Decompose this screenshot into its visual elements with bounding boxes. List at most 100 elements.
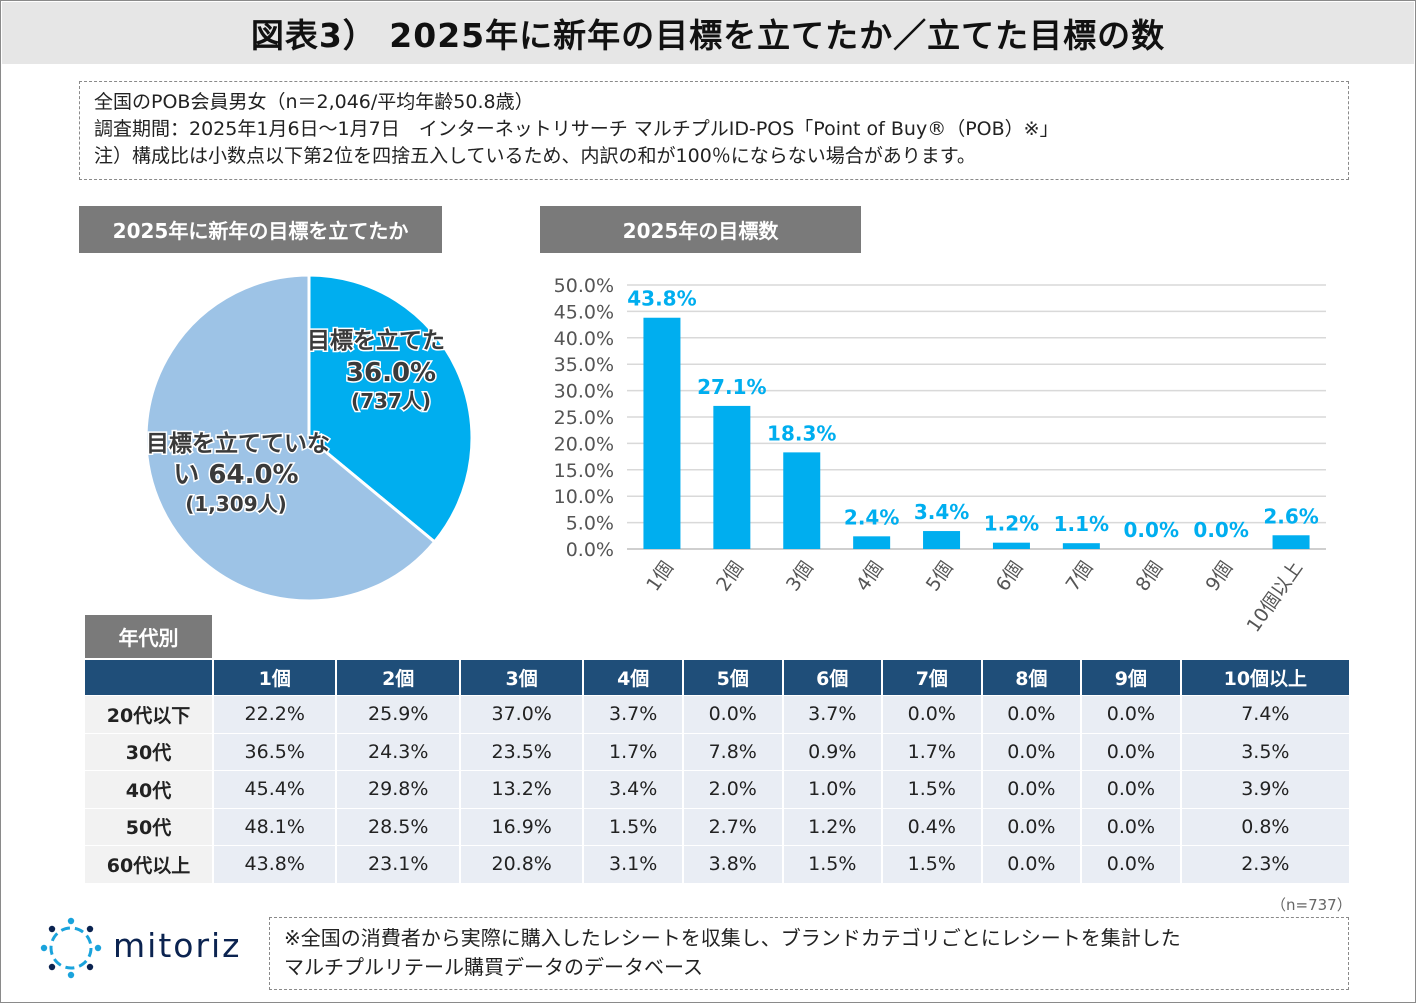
table-cell: 24.3%: [335, 732, 459, 770]
table-cell: 3.9%: [1179, 770, 1349, 808]
bar-value-label: 0.0%: [1193, 518, 1248, 542]
table-cell: 0.0%: [1080, 807, 1180, 845]
y-tick-label: 40.0%: [554, 328, 614, 350]
table-cell: 43.8%: [212, 845, 336, 883]
table-cell: 7.8%: [681, 732, 782, 770]
bar: [713, 405, 751, 549]
x-category-label: 6個: [992, 557, 1028, 595]
x-category-label: 3個: [782, 557, 818, 595]
y-tick-label: 0.0%: [566, 539, 614, 561]
bar: [643, 317, 681, 549]
table-cell: 22.2%: [212, 695, 336, 733]
bar-value-label: 2.4%: [844, 505, 899, 529]
table-cell: 2.7%: [681, 807, 782, 845]
table-cell: 0.0%: [980, 732, 1081, 770]
bar-value-label: 1.1%: [1054, 512, 1109, 536]
table-cell: 3.4%: [582, 770, 682, 808]
table-cell: 25.9%: [335, 695, 459, 733]
bar: [923, 531, 961, 549]
table-cell: 45.4%: [212, 770, 336, 808]
bar-value-label: 43.8%: [627, 287, 696, 311]
column-header: 2個: [335, 660, 459, 695]
survey-meta-box: 全国のPOB会員男女（n＝2,046/平均年齢50.8歳） 調査期間：2025年…: [79, 81, 1349, 180]
x-category-label: 9個: [1201, 557, 1237, 595]
pie-section-title: 2025年に新年の目標を立てたか: [79, 206, 442, 253]
pie-slice: [144, 273, 437, 603]
column-header: 9個: [1080, 660, 1180, 695]
row-header: 40代: [85, 770, 212, 808]
x-category-label: 2個: [712, 557, 748, 595]
bar: [992, 542, 1030, 549]
table-cell: 23.1%: [335, 845, 459, 883]
meta-line-2: 調査期間：2025年1月6日～1月7日 インターネットリサーチ マルチプルID-…: [94, 118, 1059, 140]
column-header: 4個: [582, 660, 682, 695]
table-cell: 23.5%: [458, 732, 583, 770]
x-category-label: 8個: [1131, 557, 1167, 595]
pie-data-label: (737人): [351, 389, 431, 413]
table-cell: 28.5%: [335, 807, 459, 845]
table-cell: 0.0%: [1080, 845, 1180, 883]
table-cell: 29.8%: [335, 770, 459, 808]
bar-section-title: 2025年の目標数: [540, 206, 861, 253]
meta-line-1: 全国のPOB会員男女（n＝2,046/平均年齢50.8歳）: [94, 91, 534, 113]
bar-value-label: 27.1%: [697, 375, 766, 399]
pie-data-label: い 64.0%: [173, 460, 298, 490]
bar-value-label: 1.2%: [984, 512, 1039, 536]
y-tick-label: 30.0%: [554, 381, 614, 403]
bar-value-label: 2.6%: [1263, 504, 1318, 528]
table-cell: 1.7%: [582, 732, 682, 770]
table-cell: 2.0%: [681, 770, 782, 808]
table-cell: 1.5%: [881, 770, 981, 808]
row-header: 20代以下: [85, 695, 212, 733]
table-row: 50代 48.1% 28.5% 16.9% 1.5% 2.7% 1.2% 0.4% 0.0% 0.…: [85, 807, 1349, 845]
table-cell: 3.7%: [781, 695, 882, 733]
footnote-box: ※全国の消費者から実際に購入したレシートを収集し、ブランドカテゴリごとにレシート…: [269, 917, 1349, 990]
table-row: 20代以下 22.2% 25.9% 37.0% 3.7% 0.0% 3.7% 0.0% 0.0%…: [85, 695, 1349, 733]
row-header: 50代: [85, 807, 212, 845]
bar: [853, 536, 891, 549]
bar: [1062, 543, 1100, 549]
column-header: 1個: [212, 660, 336, 695]
bar: [783, 452, 821, 549]
y-tick-label: 5.0%: [566, 513, 614, 535]
table-cell: 36.5%: [212, 732, 336, 770]
footnote-line-1: ※全国の消費者から実際に購入したレシートを収集し、ブランドカテゴリごとにレシート…: [284, 926, 1181, 950]
logo-text: mitoriz: [113, 926, 242, 965]
table-cell: 0.8%: [1179, 807, 1349, 845]
table-cell: 3.5%: [1179, 732, 1349, 770]
table-cell: 1.5%: [881, 845, 981, 883]
pie-data-label: 36.0%: [346, 358, 436, 388]
age-section-title: 年代別: [85, 615, 212, 658]
table-cell: 0.0%: [1080, 695, 1180, 733]
table-header-row: 1個 2個 3個 4個 5個 6個 7個 8個 9個 10個以上: [85, 660, 1349, 695]
table-cell: 1.2%: [781, 807, 882, 845]
meta-line-3: 注）構成比は小数点以下第2位を四捨五入しているため、内訳の和が100％にならない…: [94, 145, 976, 167]
table-cell: 0.0%: [881, 695, 981, 733]
row-header: 30代: [85, 732, 212, 770]
y-tick-label: 20.0%: [554, 433, 614, 455]
bar-chart: 0.0% 5.0% 10.0% 15.0% 20.0% 25.0% 30.0% 35.0% 40…: [554, 275, 1326, 636]
table-cell: 37.0%: [458, 695, 583, 733]
column-header: 10個以上: [1179, 660, 1349, 695]
table-cell: 3.1%: [582, 845, 682, 883]
table-row: 40代 45.4% 29.8% 13.2% 3.4% 2.0% 1.0% 1.5% 0.0% 0.…: [85, 770, 1349, 808]
y-tick-label: 35.0%: [554, 354, 614, 376]
row-header: 60代以上: [85, 845, 212, 883]
pie-data-label: 目標を立てた: [307, 327, 445, 354]
table-cell: 1.5%: [582, 807, 682, 845]
y-tick-label: 25.0%: [554, 407, 614, 429]
age-breakdown-table: 1個 2個 3個 4個 5個 6個 7個 8個 9個 10個以上 20代以下 22…: [85, 660, 1349, 883]
x-category-label: 10個以上: [1243, 557, 1308, 636]
table-cell: 0.0%: [1080, 732, 1180, 770]
table-cell: 1.7%: [881, 732, 981, 770]
table-cell: 1.5%: [781, 845, 882, 883]
bar: [1272, 535, 1310, 549]
table-cell: 0.0%: [980, 770, 1081, 808]
table-cell: 1.0%: [781, 770, 882, 808]
table-cell: 0.9%: [781, 732, 882, 770]
table-row: 60代以上 43.8% 23.1% 20.8% 3.1% 3.8% 1.5% 1.5% 0.0%…: [85, 845, 1349, 883]
table-cell: 13.2%: [458, 770, 583, 808]
column-header: 6個: [781, 660, 882, 695]
